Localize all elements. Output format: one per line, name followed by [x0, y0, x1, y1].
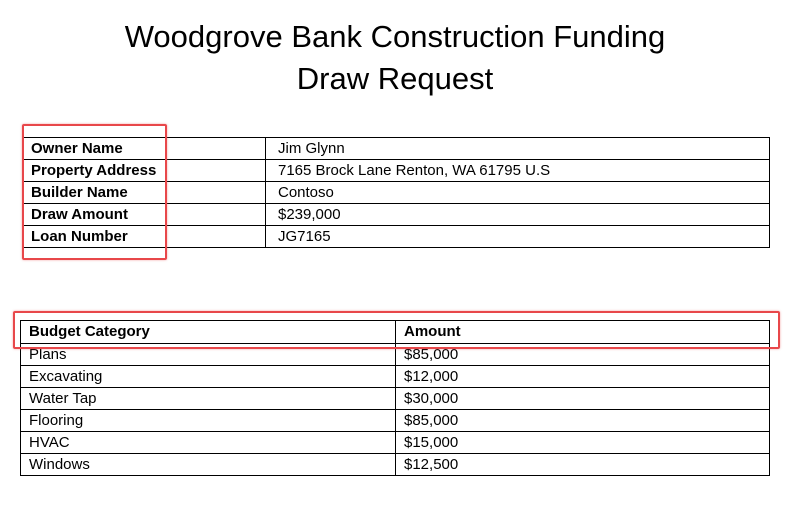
info-label: Loan Number: [22, 225, 266, 248]
budget-amount-cell: $85,000: [395, 343, 770, 366]
budget-amount-cell: $85,000: [395, 409, 770, 432]
info-value: Contoso: [265, 181, 770, 204]
table-row: HVAC $15,000: [20, 431, 770, 454]
info-value: JG7165: [265, 225, 770, 248]
budget-category-header: Budget Category: [20, 320, 396, 344]
info-row-owner-name: Owner Name Jim Glynn: [22, 137, 770, 160]
budget-category-cell: HVAC: [20, 431, 396, 454]
table-row: Plans $85,000: [20, 343, 770, 366]
info-value: $239,000: [265, 203, 770, 226]
budget-header-row: Budget Category Amount: [20, 320, 770, 344]
budget-table: Budget Category Amount Plans $85,000 Exc…: [20, 320, 770, 476]
budget-amount-header: Amount: [395, 320, 770, 344]
info-row-builder-name: Builder Name Contoso: [22, 181, 770, 204]
document-subtitle: Draw Request: [296, 61, 494, 96]
budget-amount-cell: $12,000: [395, 365, 770, 388]
table-row: Water Tap $30,000: [20, 387, 770, 410]
info-row-draw-amount: Draw Amount $239,000: [22, 203, 770, 226]
budget-category-cell: Water Tap: [20, 387, 396, 410]
budget-amount-cell: $30,000: [395, 387, 770, 410]
budget-category-cell: Excavating: [20, 365, 396, 388]
budget-amount-cell: $12,500: [395, 453, 770, 476]
info-label: Owner Name: [22, 137, 266, 160]
info-value: Jim Glynn: [265, 137, 770, 160]
budget-category-cell: Flooring: [20, 409, 396, 432]
info-table: Owner Name Jim Glynn Property Address 71…: [22, 137, 770, 248]
table-row: Windows $12,500: [20, 453, 770, 476]
budget-category-cell: Windows: [20, 453, 396, 476]
budget-amount-cell: $15,000: [395, 431, 770, 454]
table-row: Flooring $85,000: [20, 409, 770, 432]
info-label: Property Address: [22, 159, 266, 182]
info-row-property-address: Property Address 7165 Brock Lane Renton,…: [22, 159, 770, 182]
budget-category-cell: Plans: [20, 343, 396, 366]
info-row-loan-number: Loan Number JG7165: [22, 225, 770, 248]
info-label: Builder Name: [22, 181, 266, 204]
table-row: Excavating $12,000: [20, 365, 770, 388]
info-label: Draw Amount: [22, 203, 266, 226]
info-value: 7165 Brock Lane Renton, WA 61795 U.S: [265, 159, 770, 182]
document-title: Woodgrove Bank Construction Funding: [124, 19, 666, 54]
